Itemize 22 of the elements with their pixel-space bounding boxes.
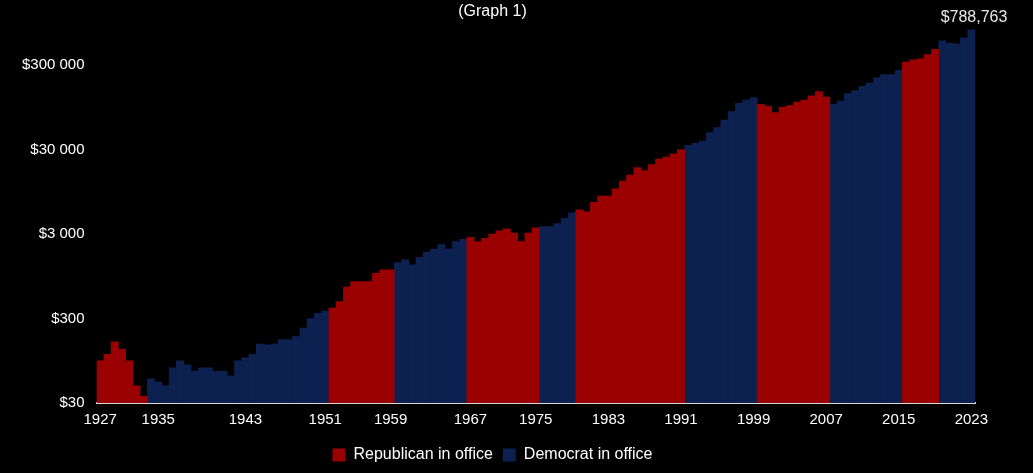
y-tick-label: $30 <box>59 393 85 411</box>
annotation: $788,763 <box>940 8 1008 26</box>
x-tick-label: 1927 <box>83 410 117 428</box>
x-tick-label: 1991 <box>664 410 698 428</box>
x-tick-label: 1999 <box>736 410 771 428</box>
x-tick-label: 1943 <box>228 410 263 428</box>
x-tick-label: 1935 <box>141 410 175 428</box>
x-tick-label: 2007 <box>809 410 843 428</box>
x-tick-label: 1967 <box>453 410 488 428</box>
y-tick-label: $30 000 <box>30 139 85 157</box>
x-tick-label: 2015 <box>882 410 916 428</box>
legend-label: Democrat in office <box>523 445 653 463</box>
x-tick-label: 1983 <box>591 410 626 428</box>
legend-label: Republican in office <box>353 445 493 463</box>
x-tick-label: 2023 <box>954 410 989 428</box>
y-tick-label: $3 000 <box>38 224 85 242</box>
x-tick-label: 1959 <box>373 410 408 428</box>
x-tick-label: 1951 <box>308 410 342 428</box>
x-tick-label: 1975 <box>519 410 553 428</box>
y-tick-label: $300 000 <box>21 55 85 73</box>
y-tick-label: $300 <box>51 308 85 326</box>
chart-title: (Graph 1) <box>458 2 527 20</box>
